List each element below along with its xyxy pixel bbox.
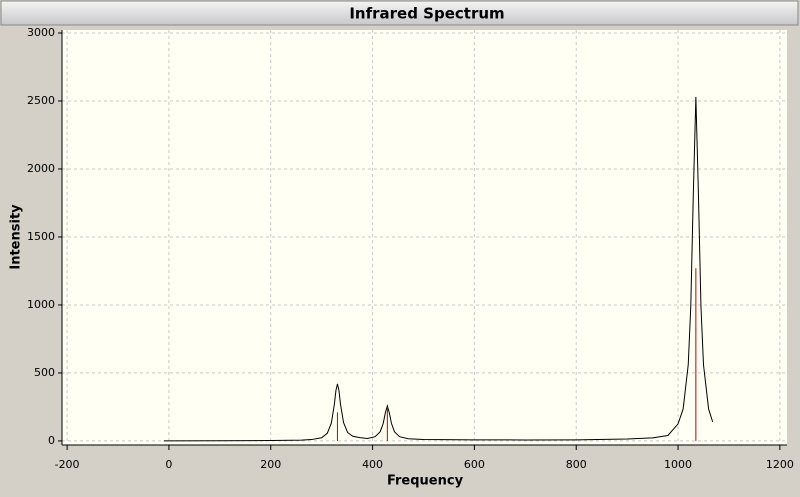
chart-title: Infrared Spectrum [349,5,504,23]
y-tick-label: 0 [48,434,55,447]
x-tick-label: 1000 [664,458,692,471]
plot-area [62,30,787,445]
y-tick-label: 500 [34,366,55,379]
x-axis-label: Frequency [387,474,464,489]
y-tick-label: 2500 [27,94,55,107]
y-tick-label: 2000 [27,162,55,175]
x-tick-label: -200 [55,458,80,471]
x-tick-label: 800 [566,458,587,471]
x-tick-label: 1200 [766,458,794,471]
y-tick-label: 1500 [27,230,55,243]
x-tick-label: 600 [464,458,485,471]
x-tick-label: 400 [362,458,383,471]
y-axis-label: Intensity [9,204,24,270]
x-tick-label: 0 [165,458,172,471]
y-tick-label: 3000 [27,26,55,39]
x-tick-label: 200 [260,458,281,471]
y-tick-label: 1000 [27,298,55,311]
title-bar [0,0,799,26]
spectrum-line [163,96,714,442]
